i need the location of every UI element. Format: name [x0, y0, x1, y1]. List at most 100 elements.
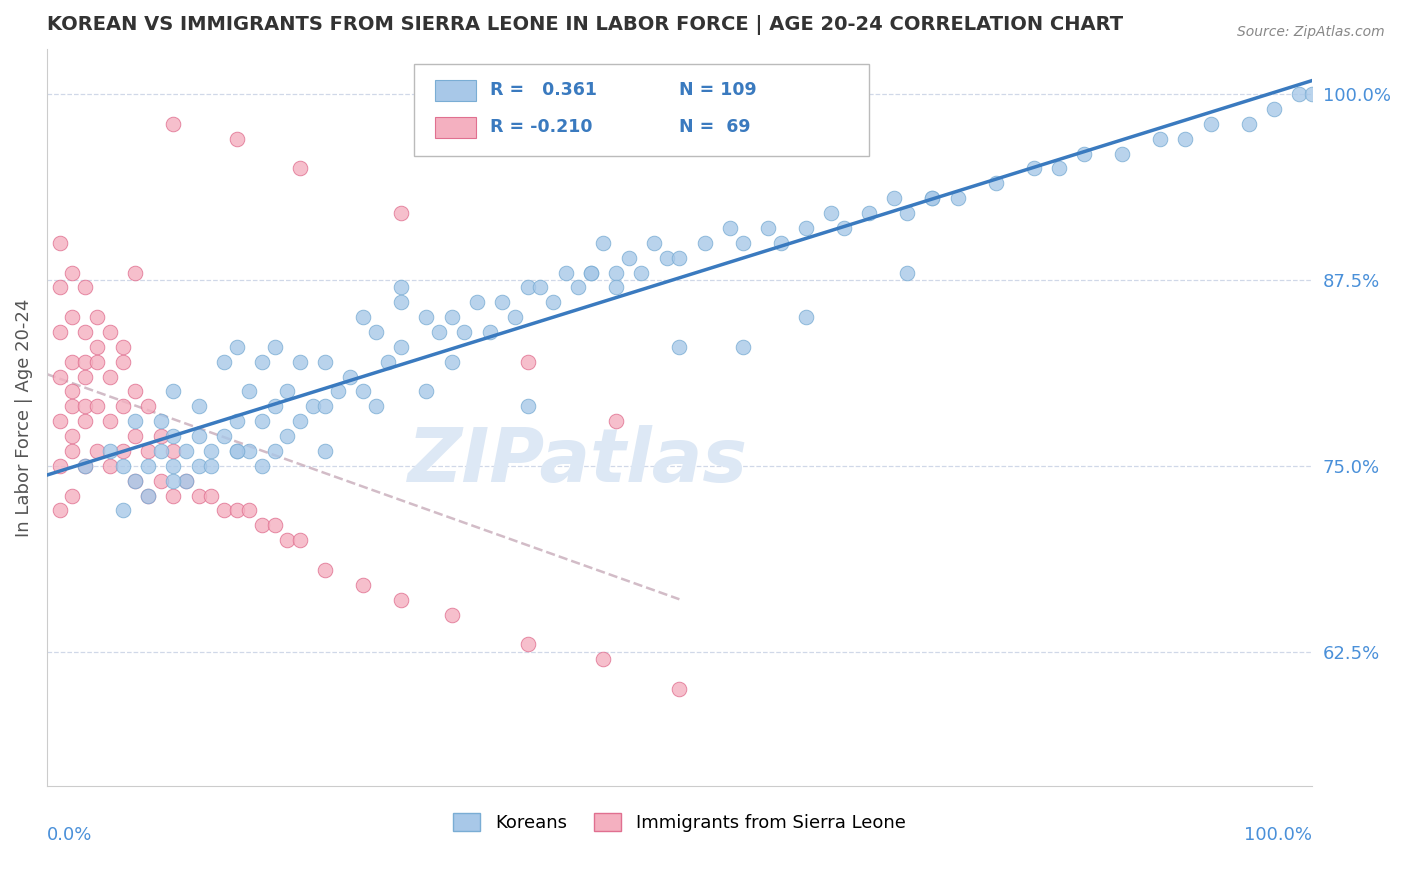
Point: [605, 414, 627, 428]
Point: [124, 265, 146, 279]
Point: [1149, 131, 1171, 145]
Point: [731, 340, 754, 354]
Point: [98, 325, 121, 339]
Point: [187, 429, 209, 443]
Point: [440, 355, 463, 369]
Point: [212, 429, 235, 443]
Point: [111, 458, 134, 473]
Point: [288, 414, 311, 428]
Point: [352, 578, 374, 592]
Point: [529, 280, 551, 294]
Point: [668, 681, 690, 696]
Point: [516, 637, 538, 651]
Point: [111, 340, 134, 354]
Point: [162, 458, 184, 473]
Point: [48, 414, 70, 428]
Point: [136, 489, 159, 503]
Point: [225, 131, 247, 145]
Point: [516, 355, 538, 369]
Point: [718, 220, 741, 235]
Point: [276, 384, 298, 399]
Point: [668, 251, 690, 265]
Point: [111, 444, 134, 458]
Legend: Koreans, Immigrants from Sierra Leone: Koreans, Immigrants from Sierra Leone: [446, 805, 912, 839]
Point: [1199, 117, 1222, 131]
Text: ZIPatlas: ZIPatlas: [408, 425, 748, 498]
Point: [617, 251, 640, 265]
Point: [174, 474, 197, 488]
Point: [288, 533, 311, 548]
Point: [98, 369, 121, 384]
Point: [162, 474, 184, 488]
Point: [1237, 117, 1260, 131]
Text: 0.0%: 0.0%: [46, 826, 93, 844]
Point: [288, 355, 311, 369]
Point: [200, 489, 222, 503]
Point: [73, 400, 96, 414]
Point: [453, 325, 475, 339]
Point: [946, 191, 969, 205]
Point: [73, 369, 96, 384]
Point: [225, 414, 247, 428]
Point: [187, 458, 209, 473]
Point: [124, 429, 146, 443]
Point: [668, 340, 690, 354]
Point: [858, 206, 880, 220]
Point: [162, 444, 184, 458]
Point: [98, 444, 121, 458]
Point: [48, 235, 70, 250]
Point: [352, 384, 374, 399]
Point: [314, 355, 336, 369]
Point: [162, 117, 184, 131]
Point: [86, 355, 108, 369]
Point: [162, 429, 184, 443]
Point: [1174, 131, 1197, 145]
Point: [187, 489, 209, 503]
Point: [921, 191, 943, 205]
Point: [48, 458, 70, 473]
Point: [389, 280, 412, 294]
Point: [352, 310, 374, 325]
Point: [794, 310, 817, 325]
Point: [389, 340, 412, 354]
Point: [630, 265, 652, 279]
Point: [238, 444, 260, 458]
Point: [541, 295, 564, 310]
Point: [693, 235, 716, 250]
Point: [832, 220, 855, 235]
Point: [149, 444, 172, 458]
Point: [60, 429, 83, 443]
Point: [136, 400, 159, 414]
Point: [73, 325, 96, 339]
Y-axis label: In Labor Force | Age 20-24: In Labor Force | Age 20-24: [15, 298, 32, 537]
Point: [98, 414, 121, 428]
Point: [225, 340, 247, 354]
Point: [73, 280, 96, 294]
Point: [984, 176, 1007, 190]
Point: [149, 474, 172, 488]
FancyBboxPatch shape: [413, 64, 869, 156]
Point: [48, 503, 70, 517]
Point: [314, 563, 336, 577]
Point: [250, 414, 273, 428]
Point: [896, 265, 918, 279]
Point: [60, 265, 83, 279]
Point: [516, 400, 538, 414]
Point: [579, 265, 602, 279]
Point: [174, 444, 197, 458]
Point: [111, 400, 134, 414]
Point: [212, 355, 235, 369]
Point: [225, 503, 247, 517]
Point: [1301, 87, 1323, 101]
Point: [579, 265, 602, 279]
Point: [1288, 87, 1310, 101]
Point: [111, 503, 134, 517]
Point: [465, 295, 488, 310]
Point: [377, 355, 399, 369]
Point: [263, 444, 285, 458]
Point: [250, 518, 273, 533]
Point: [86, 400, 108, 414]
Point: [655, 251, 678, 265]
Point: [136, 458, 159, 473]
Point: [162, 489, 184, 503]
